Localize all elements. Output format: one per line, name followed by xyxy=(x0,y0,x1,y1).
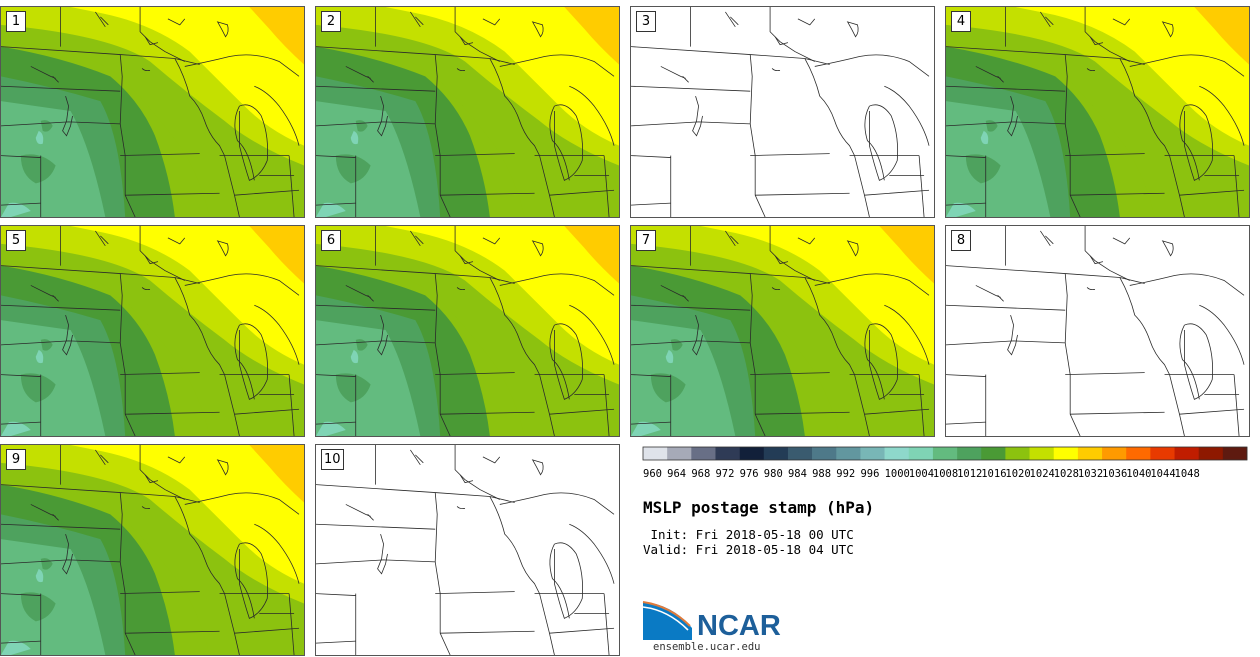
colorbar-tick-label: 968 xyxy=(691,468,710,480)
colorbar-segment xyxy=(643,447,668,460)
init-time: Init: Fri 2018-05-18 00 UTC xyxy=(643,527,854,542)
colorbar-segment xyxy=(981,447,1006,460)
panel-number: 10 xyxy=(321,449,344,470)
colorbar-tick-label: 988 xyxy=(812,468,831,480)
panel-number: 8 xyxy=(951,230,971,251)
panel-member-2: 2 xyxy=(315,6,620,218)
panel-member-8: 8 xyxy=(945,225,1250,437)
colorbar-segment xyxy=(1053,447,1079,460)
panel-number: 1 xyxy=(6,11,26,32)
member-2-map xyxy=(316,7,619,217)
colorbar-tick-label: 964 xyxy=(667,468,686,480)
valid-time: Valid: Fri 2018-05-18 04 UTC xyxy=(643,542,854,557)
colorbar-tick-label: 1040 xyxy=(1126,468,1151,480)
colorbar-segment xyxy=(812,447,837,460)
colorbar-segment xyxy=(957,447,982,460)
colorbar-tick-label: 1048 xyxy=(1175,468,1200,480)
colorbar-tick-label: 1008 xyxy=(933,468,958,480)
member-4-map xyxy=(946,7,1249,217)
colorbar-segment xyxy=(739,447,765,460)
panel-member-10: 10 xyxy=(315,444,620,656)
colorbar-tick-label: 1004 xyxy=(909,468,934,480)
colorbar-segment xyxy=(884,447,910,460)
colorbar-tick-label: 1044 xyxy=(1150,468,1175,480)
panel-number: 5 xyxy=(6,230,26,251)
chart-title: MSLP postage stamp (hPa) xyxy=(643,498,875,517)
colorbar-tick-label: 1028 xyxy=(1054,468,1079,480)
panel-member-4: 4 xyxy=(945,6,1250,218)
member-6-map xyxy=(316,226,619,436)
member-7-map xyxy=(631,226,934,436)
member-1-map xyxy=(1,7,304,217)
panel-member-5: 5 xyxy=(0,225,305,437)
colorbar-tick-label: 984 xyxy=(788,468,807,480)
panel-number: 2 xyxy=(321,11,341,32)
panel-member-9: 9 xyxy=(0,444,305,656)
colorbar-segment xyxy=(1126,447,1151,460)
member-8-map xyxy=(946,226,1245,436)
colorbar-segment xyxy=(932,447,958,460)
colorbar-tick-label: 1000 xyxy=(885,468,910,480)
colorbar-tick-label: 1012 xyxy=(957,468,982,480)
colorbar-tick-label: 976 xyxy=(740,468,759,480)
member-5-map xyxy=(1,226,304,436)
panel-number: 6 xyxy=(321,230,341,251)
colorbar-tick-label: 1016 xyxy=(981,468,1006,480)
colorbar-tick-label: 992 xyxy=(836,468,855,480)
member-9-map xyxy=(1,445,304,655)
member-10-map xyxy=(316,445,615,655)
colorbar-segment xyxy=(691,447,716,460)
colorbar-segment xyxy=(667,447,692,460)
colorbar-segment xyxy=(1077,447,1103,460)
panel-number: 9 xyxy=(6,449,26,470)
panel-number: 7 xyxy=(636,230,656,251)
colorbar-border xyxy=(642,446,1248,461)
colorbar-segment xyxy=(836,447,861,460)
colorbar-tick-label: 980 xyxy=(764,468,783,480)
colorbar-segment xyxy=(908,447,934,460)
colorbar-segment xyxy=(1198,447,1224,460)
colorbar-segment xyxy=(1102,447,1127,460)
panel-number: 3 xyxy=(636,11,656,32)
colorbar-tick-label: 972 xyxy=(715,468,734,480)
colorbar: 960 964 968 972 976 980 984 988 992 996 1000100410… xyxy=(642,446,1248,480)
colorbar-tick-label: 1024 xyxy=(1030,468,1055,480)
colorbar-tick-label: 1036 xyxy=(1102,468,1127,480)
panel-member-3: 3 xyxy=(630,6,935,218)
ncar-logo-text: NCAR xyxy=(697,610,781,642)
colorbar-tick-label: 996 xyxy=(860,468,879,480)
ncar-logo-icon xyxy=(642,601,692,640)
colorbar-segment xyxy=(1222,447,1248,460)
colorbar-segment xyxy=(763,447,789,460)
colorbar-segment xyxy=(715,447,740,460)
member-3-map xyxy=(631,7,930,217)
panel-member-7: 7 xyxy=(630,225,935,437)
panel-number: 4 xyxy=(951,11,971,32)
panel-member-6: 6 xyxy=(315,225,620,437)
colorbar-segment xyxy=(1174,447,1199,460)
colorbar-segment xyxy=(1029,447,1055,460)
colorbar-segment xyxy=(1005,447,1030,460)
colorbar-tick-label: 1020 xyxy=(1005,468,1030,480)
colorbar-segment xyxy=(1150,447,1175,460)
panel-member-1: 1 xyxy=(0,6,305,218)
colorbar-tick-label: 960 xyxy=(643,468,662,480)
colorbar-segment xyxy=(860,447,885,460)
ncar-url: ensemble.ucar.edu xyxy=(653,641,761,653)
colorbar-segment xyxy=(787,447,813,460)
colorbar-tick-label: 1032 xyxy=(1078,468,1103,480)
